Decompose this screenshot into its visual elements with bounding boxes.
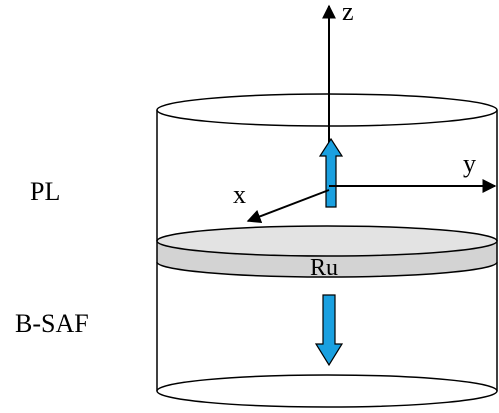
z-axis-label: z: [342, 0, 354, 26]
x-axis-label: x: [233, 180, 246, 209]
pinned-layer-label: PL: [30, 177, 60, 206]
ru-spacer-layer: [156, 225, 498, 278]
ru-spacer-top: [156, 225, 498, 257]
bottom-ellipse: [156, 374, 498, 408]
x-axis: [246, 189, 330, 224]
ru-spacer-label: Ru: [310, 255, 338, 281]
top-cylinder: [156, 93, 498, 241]
top-ellipse: [156, 93, 498, 127]
bottom-layer-label: B-SAF: [15, 309, 89, 338]
magnetization-arrow-down: [314, 294, 344, 367]
y-axis-label: y: [463, 149, 476, 178]
magnetization-arrow-up: [318, 137, 344, 208]
bottom-cylinder: [156, 262, 498, 408]
